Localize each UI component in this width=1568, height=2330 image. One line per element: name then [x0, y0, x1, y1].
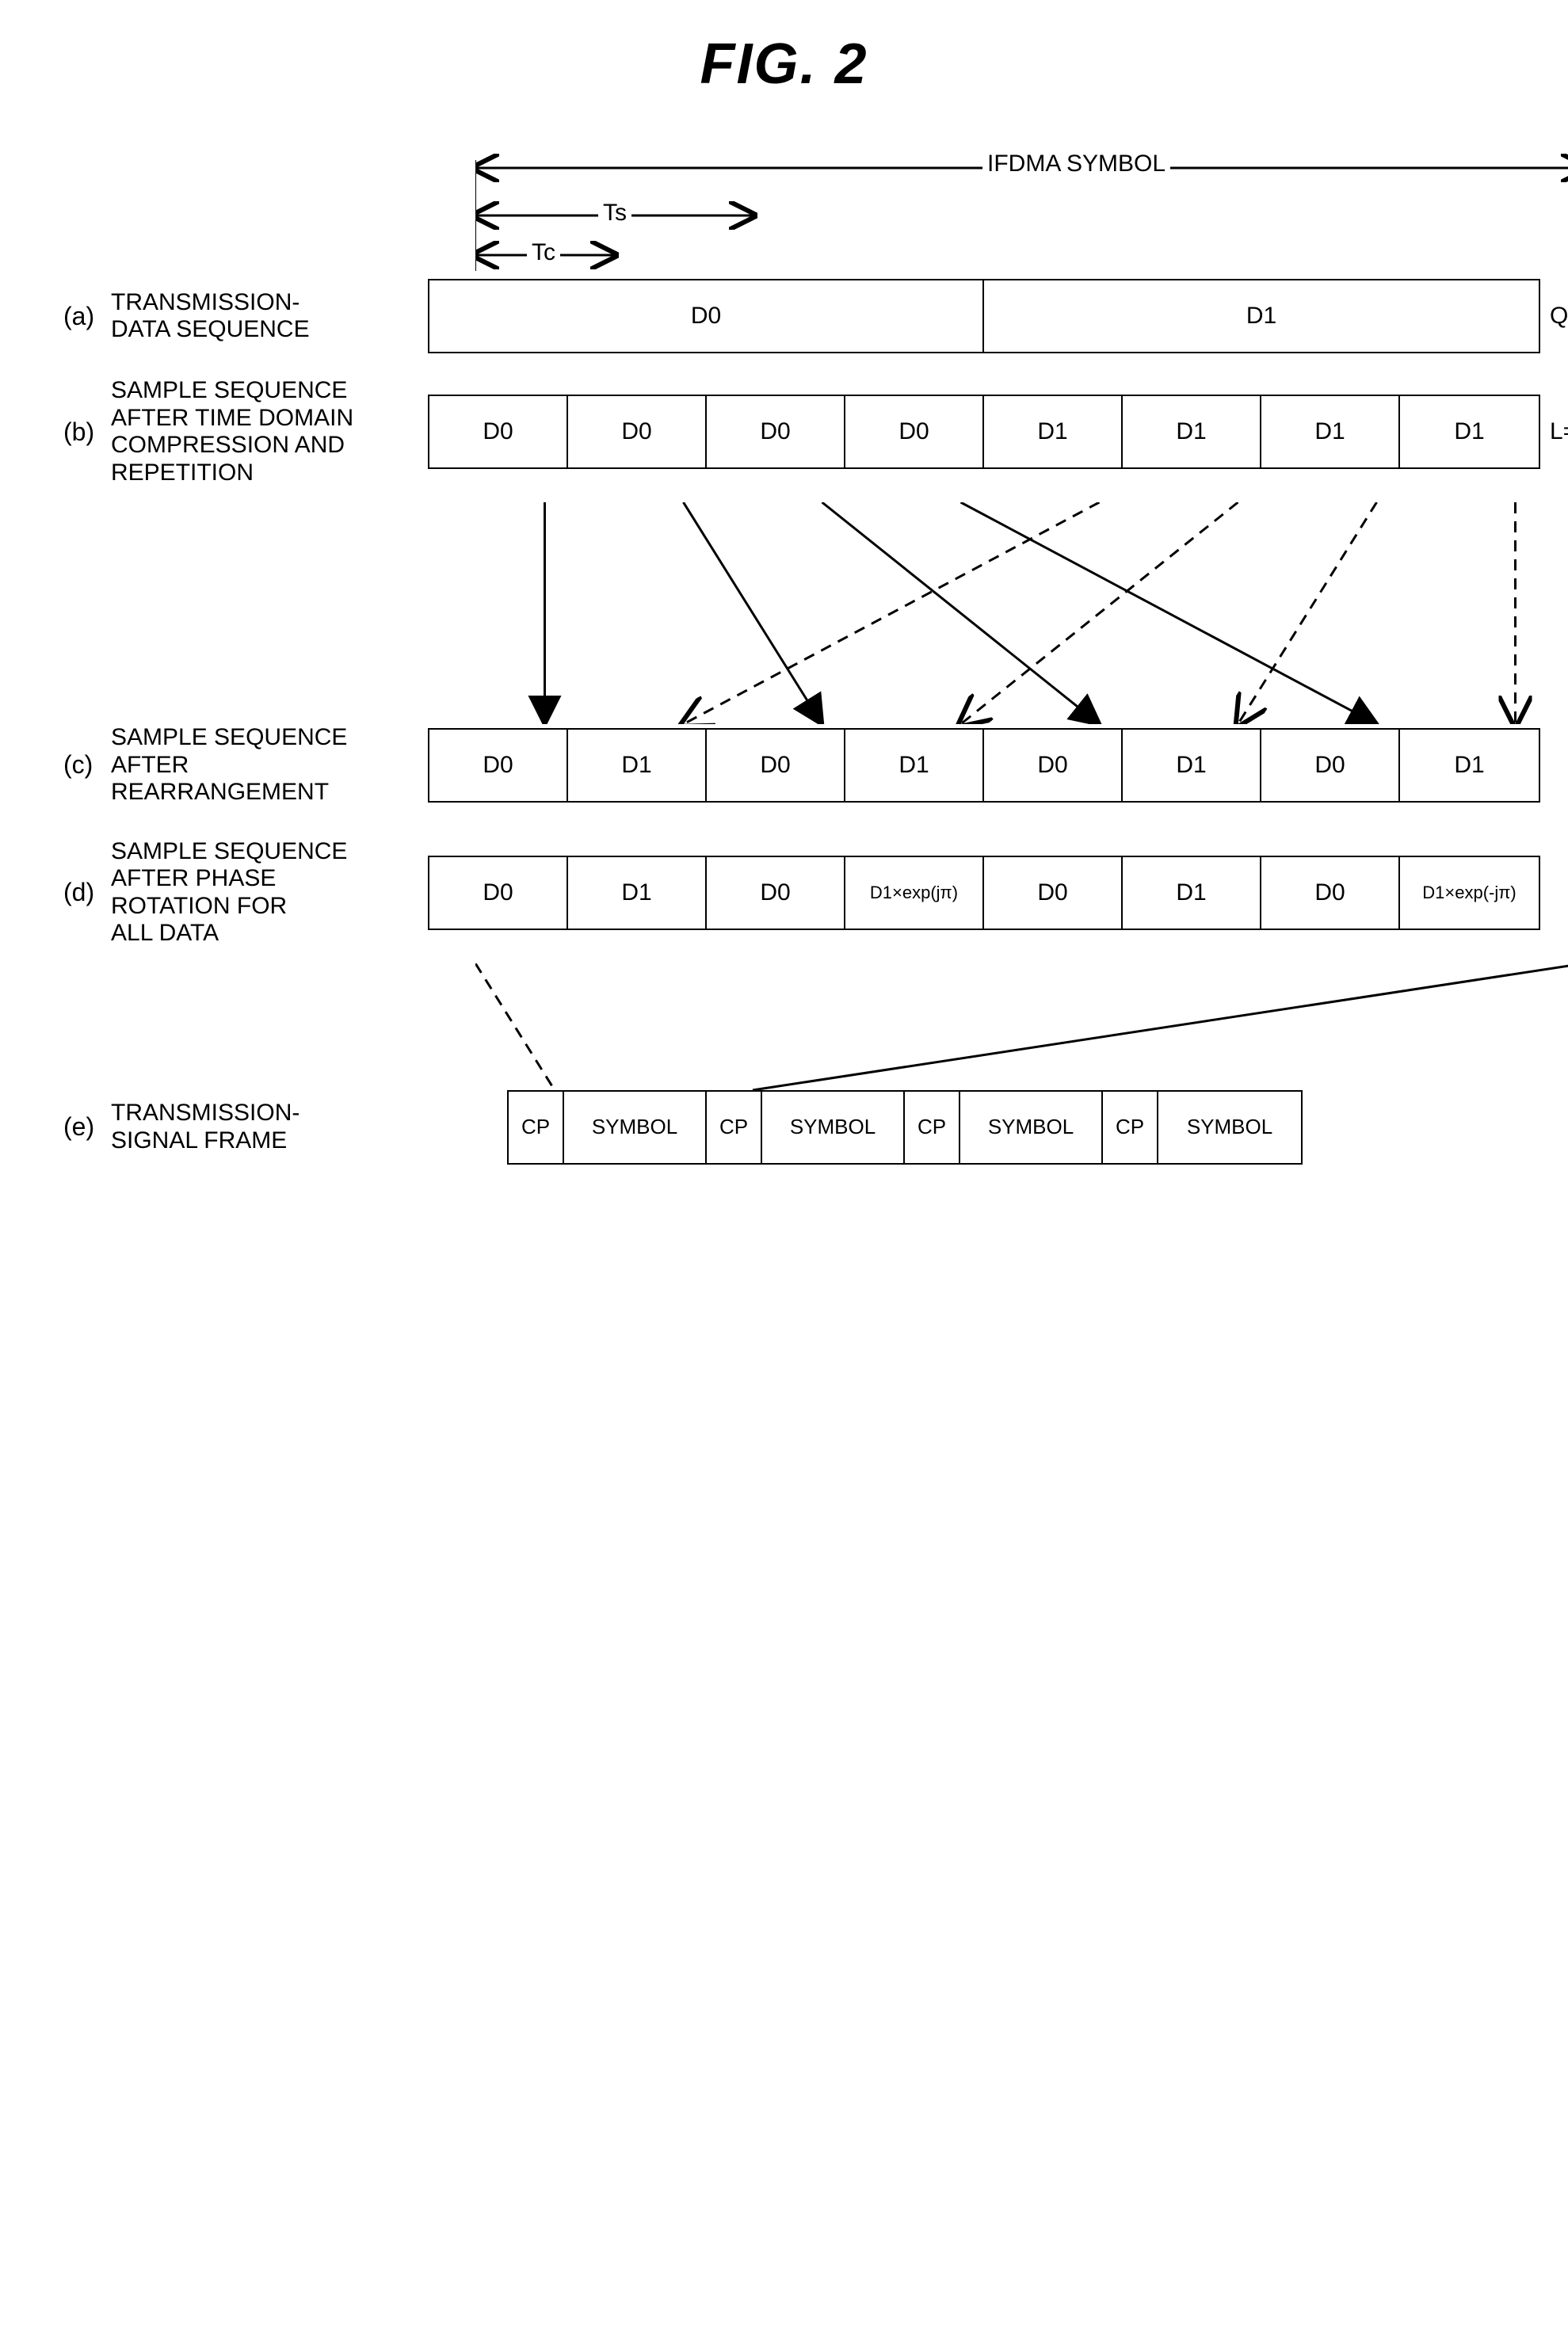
- seq-c-cell: D1: [568, 730, 707, 801]
- row-b-seq: D0D0D0D0D1D1D1D1: [428, 395, 1540, 469]
- row-e-seq-container: CPSYMBOLCPSYMBOLCPSYMBOLCPSYMBOL: [507, 1090, 1303, 1165]
- seq-d-cell: D0: [707, 857, 845, 929]
- seq-d-cell: D0: [1261, 857, 1400, 929]
- seq-c-cell: D1: [845, 730, 984, 801]
- row-b-note: L=4: [1550, 418, 1568, 445]
- row-a-seq: D0D1: [428, 279, 1540, 353]
- seq-b-cell: D0: [568, 396, 707, 467]
- row-e-cell: CP: [905, 1092, 960, 1163]
- arrows-d-e-area: [475, 963, 1552, 1090]
- row-b: (b) SAMPLE SEQUENCEAFTER TIME DOMAINCOMP…: [63, 377, 1552, 486]
- figure-title: FIG. 2: [16, 32, 1552, 97]
- seq-b-cell: D0: [707, 396, 845, 467]
- seq-b-cell: D1: [1123, 396, 1261, 467]
- row-a-note: Q=2: [1550, 303, 1568, 330]
- row-e-cell: SYMBOL: [762, 1092, 905, 1163]
- arrows-b-c-area: [475, 502, 1552, 724]
- seq-c-cell: D1: [1400, 730, 1539, 801]
- seq-d-cell: D1: [568, 857, 707, 929]
- row-d-seq-container: D0D1D0D1×exp(jπ)D0D1D0D1×exp(-jπ): [428, 856, 1540, 930]
- seq-b-cell: D0: [845, 396, 984, 467]
- seq-d-cell: D1: [1123, 857, 1261, 929]
- seq-c-cell: D0: [707, 730, 845, 801]
- seq-c-cell: D0: [1261, 730, 1400, 801]
- seq-c-cell: D0: [429, 730, 568, 801]
- row-b-label: SAMPLE SEQUENCEAFTER TIME DOMAINCOMPRESS…: [111, 377, 428, 486]
- row-a-seq-container: D0D1 Q=2: [428, 279, 1540, 353]
- row-e-cell: CP: [707, 1092, 762, 1163]
- row-a-key: (a): [63, 302, 111, 331]
- arrows-d-e-svg: [475, 963, 1568, 1090]
- arrows-b-c-svg: [475, 502, 1568, 724]
- row-e-cell: CP: [509, 1092, 564, 1163]
- seq-b-cell: D0: [429, 396, 568, 467]
- row-a-cell: D0: [429, 280, 984, 352]
- row-b-key: (b): [63, 418, 111, 447]
- row-e-label: TRANSMISSION-SIGNAL FRAME: [111, 1100, 428, 1154]
- seq-b-cell: D1: [984, 396, 1123, 467]
- row-a-label: TRANSMISSION-DATA SEQUENCE: [111, 289, 428, 344]
- seq-d-cell: D0: [429, 857, 568, 929]
- row-c-seq-container: D0D1D0D1D0D1D0D1: [428, 728, 1540, 803]
- row-e-key: (e): [63, 1112, 111, 1142]
- seq-c-cell: D0: [984, 730, 1123, 801]
- row-a: (a) TRANSMISSION-DATA SEQUENCE D0D1 Q=2: [63, 279, 1552, 353]
- seq-d-cell: D1×exp(-jπ): [1400, 857, 1539, 929]
- row-e-seq: CPSYMBOLCPSYMBOLCPSYMBOLCPSYMBOL: [507, 1090, 1303, 1165]
- row-a-cell: D1: [984, 280, 1539, 352]
- seq-d-cell: D1×exp(jπ): [845, 857, 984, 929]
- row-e-cell: SYMBOL: [1158, 1092, 1301, 1163]
- ifdma-symbol-label: IFDMA SYMBOL: [982, 151, 1170, 177]
- row-b-seq-container: D0D0D0D0D1D1D1D1 L=4: [428, 395, 1540, 469]
- dimension-area: IFDMA SYMBOL Ts Tc: [475, 144, 1568, 271]
- row-d-label: SAMPLE SEQUENCEAFTER PHASEROTATION FORAL…: [111, 838, 428, 948]
- row-d: (d) SAMPLE SEQUENCEAFTER PHASEROTATION F…: [63, 838, 1552, 948]
- row-e: (e) TRANSMISSION-SIGNAL FRAME CPSYMBOLCP…: [63, 1090, 1552, 1165]
- row-e-cell: SYMBOL: [564, 1092, 707, 1163]
- row-e-cell: CP: [1103, 1092, 1158, 1163]
- row-e-cell: SYMBOL: [960, 1092, 1103, 1163]
- ts-label: Ts: [598, 200, 631, 227]
- tc-label: Tc: [527, 239, 560, 266]
- row-c: (c) SAMPLE SEQUENCEAFTERREARRANGEMENT D0…: [63, 724, 1552, 807]
- seq-c-cell: D1: [1123, 730, 1261, 801]
- row-d-key: (d): [63, 878, 111, 907]
- seq-b-cell: D1: [1400, 396, 1539, 467]
- seq-d-cell: D0: [984, 857, 1123, 929]
- row-d-seq: D0D1D0D1×exp(jπ)D0D1D0D1×exp(-jπ): [428, 856, 1540, 930]
- row-c-label: SAMPLE SEQUENCEAFTERREARRANGEMENT: [111, 724, 428, 807]
- seq-b-cell: D1: [1261, 396, 1400, 467]
- row-c-key: (c): [63, 750, 111, 780]
- row-c-seq: D0D1D0D1D0D1D0D1: [428, 728, 1540, 803]
- diagram-content: IFDMA SYMBOL Ts Tc (a) TRANSMISSION-DATA…: [63, 144, 1552, 1165]
